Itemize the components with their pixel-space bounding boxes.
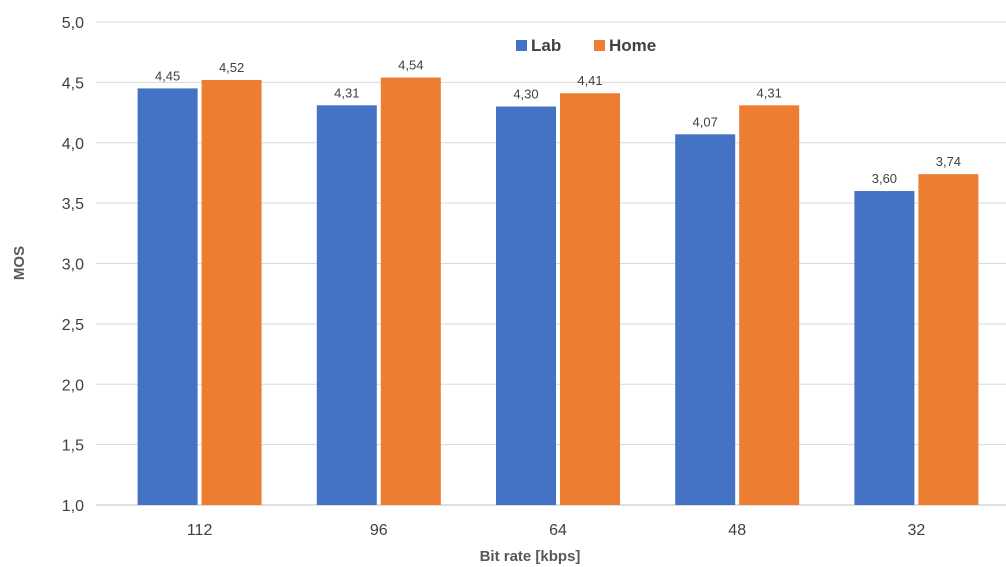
legend-label-lab: Lab bbox=[531, 36, 561, 55]
data-label: 4,41 bbox=[577, 73, 602, 88]
x-axis-title: Bit rate [kbps] bbox=[480, 548, 581, 565]
legend-swatch-lab bbox=[516, 40, 527, 51]
data-labels: 4,45 4,52 4,31 4,54 4,30 4,41 4,07 4,31 3,60 3,74 bbox=[155, 58, 961, 187]
y-tick-label: 4,5 bbox=[62, 75, 84, 92]
x-tick-labels: 112 96 64 48 32 bbox=[187, 522, 926, 539]
legend: Lab Home bbox=[516, 36, 656, 55]
data-label: 4,52 bbox=[219, 60, 244, 75]
data-label: 4,31 bbox=[334, 85, 359, 100]
x-tick-label: 48 bbox=[728, 522, 746, 539]
legend-label-home: Home bbox=[609, 36, 656, 55]
y-tick-label: 3,0 bbox=[62, 257, 84, 274]
y-tick-label: 2,5 bbox=[62, 317, 84, 334]
y-tick-labels: 1,0 1,5 2,0 2,5 3,0 3,5 4,0 4,5 5,0 bbox=[62, 15, 84, 515]
data-label: 4,30 bbox=[513, 87, 538, 102]
x-tick-label: 112 bbox=[187, 522, 213, 539]
y-axis-title: MOS bbox=[11, 246, 28, 280]
bars bbox=[137, 77, 979, 506]
bar-lab bbox=[316, 105, 377, 505]
y-tick-label: 2,0 bbox=[62, 377, 84, 394]
y-tick-label: 1,0 bbox=[62, 498, 84, 515]
bar-home bbox=[918, 174, 979, 505]
y-tick-label: 4,0 bbox=[62, 136, 84, 153]
data-label: 3,60 bbox=[872, 171, 897, 186]
x-tick-label: 64 bbox=[549, 522, 567, 539]
data-label: 3,74 bbox=[936, 154, 961, 169]
x-tick-label: 32 bbox=[908, 522, 926, 539]
data-label: 4,54 bbox=[398, 58, 423, 73]
bar-lab bbox=[137, 88, 198, 505]
bar-home bbox=[201, 79, 262, 506]
data-label: 4,45 bbox=[155, 68, 180, 83]
bar-lab bbox=[496, 106, 556, 506]
y-tick-label: 5,0 bbox=[62, 15, 84, 32]
bar-lab bbox=[854, 191, 915, 506]
y-tick-label: 3,5 bbox=[62, 196, 84, 213]
bar-home bbox=[560, 93, 620, 506]
bar-lab bbox=[675, 134, 736, 506]
x-tick-label: 96 bbox=[370, 522, 388, 539]
bar-home bbox=[739, 105, 800, 505]
y-tick-label: 1,5 bbox=[62, 438, 84, 455]
data-label: 4,31 bbox=[757, 85, 782, 100]
data-label: 4,07 bbox=[693, 114, 718, 129]
bar-home bbox=[380, 77, 441, 506]
legend-swatch-home bbox=[594, 40, 605, 51]
